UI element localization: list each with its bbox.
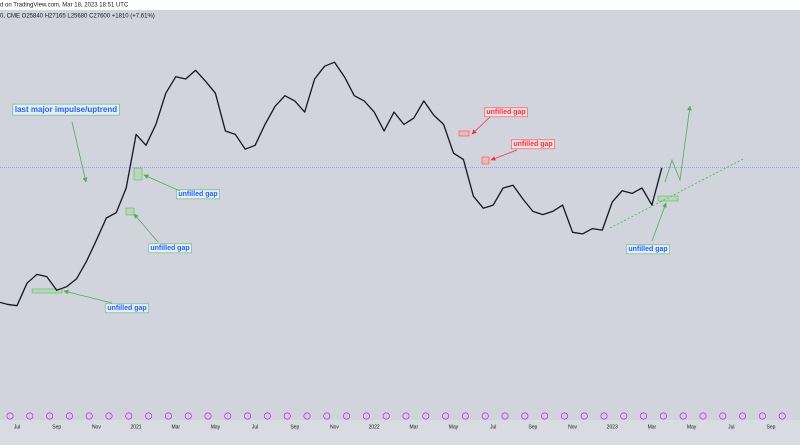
event-icon [501, 412, 509, 420]
event-icon [224, 412, 232, 420]
event-icon [640, 412, 648, 420]
x-tick-label: 2021 [131, 424, 142, 430]
annotation-text: unfilled gap [150, 245, 189, 252]
event-icon [65, 412, 73, 420]
event-icon [461, 412, 469, 420]
annotation-box [105, 303, 149, 314]
event-icon [382, 412, 390, 420]
event-icon [184, 412, 192, 420]
annotation-text: last major impulse/uptrend [15, 105, 117, 114]
event-icon [739, 412, 747, 420]
event-icon [263, 412, 271, 420]
event-icon [46, 412, 54, 420]
annotation-text: unfilled gap [628, 246, 667, 253]
x-tick-label: May [449, 424, 459, 430]
top-bar [0, 0, 800, 10]
event-icon [560, 412, 568, 420]
x-tick-label: Sep [528, 424, 537, 430]
x-tick-label: Nov [330, 424, 339, 430]
annotation-text: unfilled gap [486, 109, 525, 116]
x-tick-label: Sep [767, 424, 776, 430]
annotation-text: unfilled gap [107, 305, 146, 312]
x-tick-label: May [687, 424, 697, 430]
event-icon [303, 412, 311, 420]
annotation-box [626, 244, 670, 255]
event-icon [659, 412, 667, 420]
event-icon [600, 412, 608, 420]
annotation-arrow [71, 121, 88, 183]
event-icon [164, 412, 172, 420]
price-line [0, 61, 663, 307]
event-icon [481, 412, 489, 420]
event-icon [620, 412, 628, 420]
annotation-arrow [651, 202, 667, 242]
event-icon [323, 412, 331, 420]
source-text: d on TradingView.com, Mar 18, 2023 18:51… [0, 3, 129, 9]
annotation-arrow [133, 213, 159, 243]
event-icon [362, 412, 370, 420]
x-tick-label: Mar [410, 424, 419, 430]
event-icon [343, 412, 351, 420]
event-icon [719, 412, 727, 420]
x-tick-label: Nov [92, 424, 101, 430]
event-icon [541, 412, 549, 420]
annotation-text: unfilled gap [513, 141, 552, 148]
gap-markers [31, 105, 746, 294]
annotation-box [511, 139, 555, 150]
x-tick-label: 2023 [607, 424, 618, 430]
x-tick-label: Jul [14, 424, 20, 430]
annotation-box [484, 107, 528, 118]
event-icon [442, 412, 450, 420]
annotation-arrow [63, 289, 113, 304]
x-tick-label: May [211, 424, 221, 430]
annotation-box [148, 243, 192, 254]
event-icon [679, 412, 687, 420]
event-icon [422, 412, 430, 420]
x-tick-label: Sep [52, 424, 61, 430]
event-icon [204, 412, 212, 420]
x-tick-label: 2022 [369, 424, 380, 430]
event-icon [778, 412, 786, 420]
x-tick-label: Jul [728, 424, 734, 430]
x-tick-label: Jul [490, 424, 496, 430]
x-tick-label: Jul [252, 424, 258, 430]
event-icon [580, 412, 588, 420]
event-icon [699, 412, 707, 420]
x-tick-label: Nov [568, 424, 577, 430]
event-icon [125, 412, 133, 420]
event-icon [6, 412, 14, 420]
event-icon [105, 412, 113, 420]
event-icon [244, 412, 252, 420]
annotation-arrow [490, 149, 518, 161]
annotation-box [12, 103, 120, 116]
x-tick-label: Mar [648, 424, 657, 430]
annotation-box [176, 189, 220, 200]
event-icon [26, 412, 34, 420]
event-icon [402, 412, 410, 420]
event-icon [758, 412, 766, 420]
event-icon [145, 412, 153, 420]
event-icon [283, 412, 291, 420]
ohlc-legend: 0, CME O25840 H27165 L25680 C27600 +1810… [0, 14, 155, 20]
annotation-arrow [471, 116, 491, 135]
event-icon [521, 412, 529, 420]
annotation-text: unfilled gap [178, 191, 217, 198]
time-axis [0, 420, 800, 445]
event-icon [85, 412, 93, 420]
x-tick-label: Mar [171, 424, 180, 430]
annotation-arrow [143, 174, 181, 192]
x-tick-label: Sep [290, 424, 299, 430]
